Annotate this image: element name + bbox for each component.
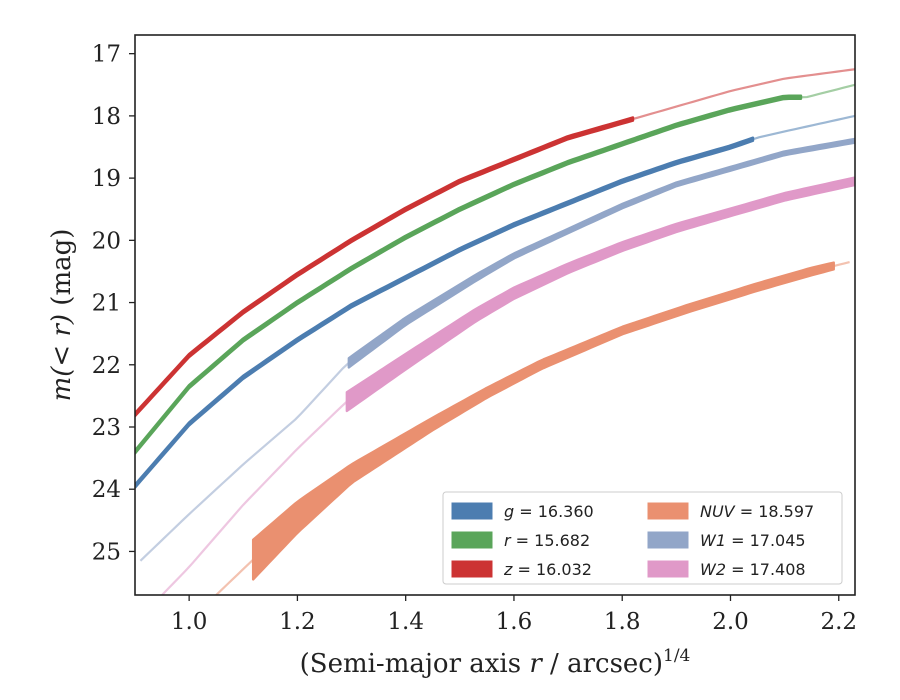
y-tick-label: 24 — [92, 477, 121, 503]
y-tick-label: 18 — [92, 104, 121, 130]
series-r-band — [135, 94, 803, 455]
legend-frame — [442, 491, 843, 585]
x-axis-title: (Semi-major axis r / arcsec)1/4 — [300, 646, 691, 679]
x-tick-label: 1.8 — [604, 609, 641, 635]
legend-swatch-w1 — [647, 531, 689, 549]
legend-swatch-z — [451, 560, 493, 578]
x-tick-label: 2.0 — [712, 609, 749, 635]
x-tick-label: 1.0 — [171, 609, 208, 635]
legend-swatch-g — [451, 502, 493, 520]
y-tick-label: 23 — [92, 415, 121, 441]
series-g-band — [135, 136, 755, 489]
y-tick-label: 17 — [92, 42, 121, 68]
y-tick-label: 19 — [92, 166, 121, 192]
x-tick-label: 1.6 — [496, 609, 533, 635]
series-layer — [135, 68, 855, 595]
legend-label-z: z = 16.032 — [503, 560, 592, 579]
y-tick-label: 22 — [92, 353, 121, 379]
legend: g = 16.360 r = 15.682 z = 16.032 NUV = 18.5… — [442, 491, 843, 585]
legend-label-r: r = 15.682 — [504, 531, 590, 550]
y-tick-label: 25 — [92, 539, 121, 565]
legend-label-w2: W2 = 17.408 — [700, 560, 806, 579]
legend-swatch-w2 — [647, 560, 689, 578]
y-axis: 17 18 19 20 21 22 23 24 25 — [92, 42, 135, 565]
x-tick-label: 1.4 — [387, 609, 424, 635]
y-tick-label: 21 — [92, 291, 121, 317]
series-w2-band — [345, 176, 855, 413]
x-axis: 1.0 1.2 1.4 1.6 1.8 2.0 2.2 — [171, 595, 857, 635]
x-tick-label: 2.2 — [820, 609, 857, 635]
plot-frame — [134, 34, 856, 596]
series-w1-band — [347, 137, 855, 369]
legend-label-nuv: NUV = 18.597 — [700, 502, 814, 521]
legend-label-w1: W1 = 17.045 — [700, 531, 806, 550]
y-axis-title: m(< r) (mag) — [47, 229, 77, 402]
legend-swatch-nuv — [647, 502, 689, 520]
series-z-band — [135, 116, 635, 418]
x-tick-label: 1.2 — [279, 609, 316, 635]
legend-swatch-r — [451, 531, 493, 549]
y-tick-label: 20 — [92, 228, 121, 254]
series-nuv-band — [251, 261, 835, 581]
legend-label-g: g = 16.360 — [504, 502, 594, 521]
